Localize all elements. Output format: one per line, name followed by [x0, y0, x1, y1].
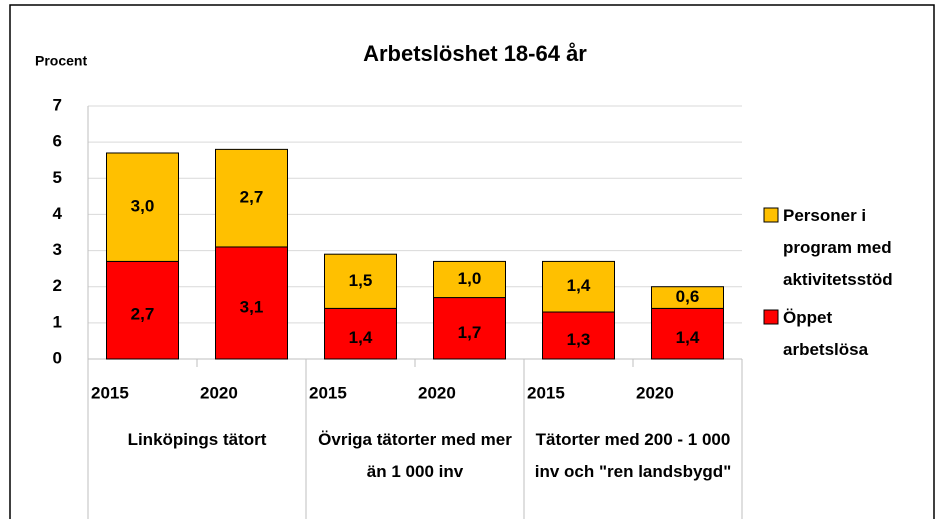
legend-swatch [763, 309, 779, 325]
category-group-label: Tätorter med 200 - 1 000 inv och "ren la… [534, 430, 732, 481]
bar-segment [215, 148, 288, 248]
data-label: 3,1 [240, 297, 264, 316]
bar-segment [433, 297, 506, 360]
data-label: 3,0 [131, 197, 155, 216]
bar-segment [651, 286, 724, 309]
bar-segment [542, 260, 615, 313]
bar-segment [433, 260, 506, 299]
y-tick-label: 5 [53, 168, 62, 187]
x-tick-label: 2015 [527, 383, 565, 402]
bar-segment [651, 307, 724, 360]
data-label: 1,4 [349, 328, 373, 347]
data-label: 1,7 [458, 323, 482, 342]
y-tick-label: 0 [53, 348, 62, 367]
data-label: 2,7 [131, 305, 155, 324]
x-tick-label: 2015 [91, 383, 129, 402]
x-tick-label: 2020 [200, 383, 238, 402]
x-tick-label: 2020 [636, 383, 674, 402]
y-tick-label: 4 [53, 204, 63, 223]
category-group-label: Linköpings tätort [127, 430, 267, 449]
legend-label: Öppet arbetslösa [783, 308, 869, 359]
data-label: 1,3 [567, 330, 591, 349]
bar-segment [324, 307, 397, 360]
y-tick-label: 1 [53, 312, 62, 331]
data-label: 1,0 [458, 269, 482, 288]
data-label: 1,4 [676, 328, 700, 347]
bar-segment [542, 311, 615, 360]
bar-segment [106, 260, 179, 360]
legend-label: Personer i program med aktivitetsstöd [783, 206, 893, 289]
data-label: 1,4 [567, 276, 591, 295]
y-tick-label: 6 [53, 132, 62, 151]
bar-segment [106, 152, 179, 262]
chart-title: Arbetslöshet 18-64 år [363, 41, 587, 66]
data-label: 0,6 [676, 287, 700, 306]
legend-swatch [763, 207, 779, 223]
category-group-label: Övriga tätorter med mer än 1 000 inv [318, 430, 512, 481]
data-label: 1,5 [349, 271, 373, 290]
y-tick-label: 2 [53, 276, 62, 295]
x-tick-label: 2020 [418, 383, 456, 402]
bar-segment [324, 253, 397, 309]
y-tick-label: 7 [53, 95, 62, 114]
x-tick-label: 2015 [309, 383, 347, 402]
y-axis-label: Procent [35, 53, 87, 69]
y-tick-label: 3 [53, 240, 62, 259]
data-label: 2,7 [240, 188, 264, 207]
